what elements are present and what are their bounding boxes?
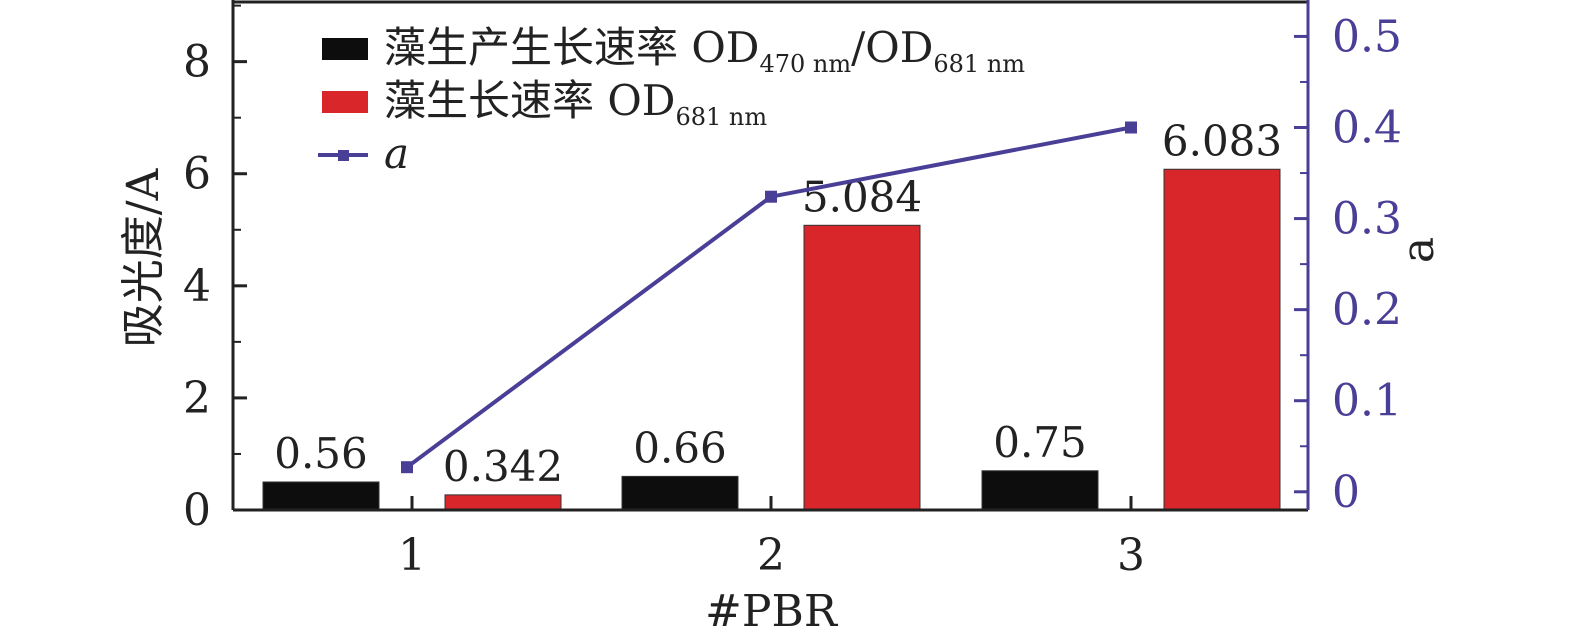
- line-point-2: [765, 190, 777, 203]
- bar-1-1: [262, 481, 380, 511]
- y-tick-label: 4: [183, 261, 211, 312]
- legend-label-series-1: 藻生产生长速率 OD470 nm/OD681 nm: [384, 23, 1025, 78]
- y-tick-label: 8: [183, 37, 211, 88]
- bar-2-2: [803, 224, 921, 511]
- bar-data-label: 6.083: [1162, 116, 1282, 165]
- right-y-tick-label: 0.3: [1332, 194, 1402, 245]
- x-tick-label: 2: [757, 530, 785, 581]
- right-y-tick-label: 0.1: [1332, 376, 1402, 427]
- y-tick-label: 6: [183, 149, 211, 200]
- legend-line-marker: [338, 150, 349, 161]
- axes-group: 0 2 4 6 8 0 0.1 0.2 0.3 0.4 0.5 1 2 3: [183, 0, 1402, 581]
- right-y-axis-title: a: [1393, 237, 1444, 263]
- right-y-tick-label: 0.5: [1332, 11, 1402, 62]
- bar-data-label: 0.342: [443, 442, 563, 491]
- line-point-1: [401, 461, 413, 474]
- bar-1-3: [981, 470, 1099, 511]
- bar-data-label: 0.56: [274, 429, 368, 478]
- bar-2-3: [1163, 168, 1281, 511]
- bar-group: [262, 168, 1281, 511]
- line-series-group: [401, 121, 1137, 474]
- bar-data-label: 0.75: [993, 418, 1087, 467]
- right-y-tick-label: 0.2: [1332, 285, 1402, 336]
- right-y-tick-label: 0: [1332, 467, 1360, 518]
- bar-data-label: 0.66: [633, 423, 727, 472]
- y-tick-label: 2: [183, 373, 211, 424]
- legend: 藻生产生长速率 OD470 nm/OD681 nm 藻生长速率 OD681 nm…: [318, 23, 1025, 178]
- legend-label-series-3: a: [384, 129, 409, 178]
- x-tick-label: 3: [1117, 530, 1145, 581]
- y-tick-label: 0: [183, 485, 211, 536]
- line-series-a: [405, 125, 1132, 469]
- x-tick-label: 1: [398, 530, 426, 581]
- line-point-3: [1125, 121, 1137, 134]
- bar-1-2: [621, 475, 739, 511]
- legend-label-series-2: 藻生长速率 OD681 nm: [384, 76, 767, 131]
- right-y-tick-label: 0.4: [1332, 103, 1402, 154]
- bar-2-1: [444, 494, 562, 511]
- legend-swatch-red: [322, 91, 368, 113]
- x-axis-title: #PBR: [705, 586, 839, 637]
- y-axis-title: 吸光度/A: [118, 167, 169, 347]
- legend-swatch-black: [322, 38, 368, 60]
